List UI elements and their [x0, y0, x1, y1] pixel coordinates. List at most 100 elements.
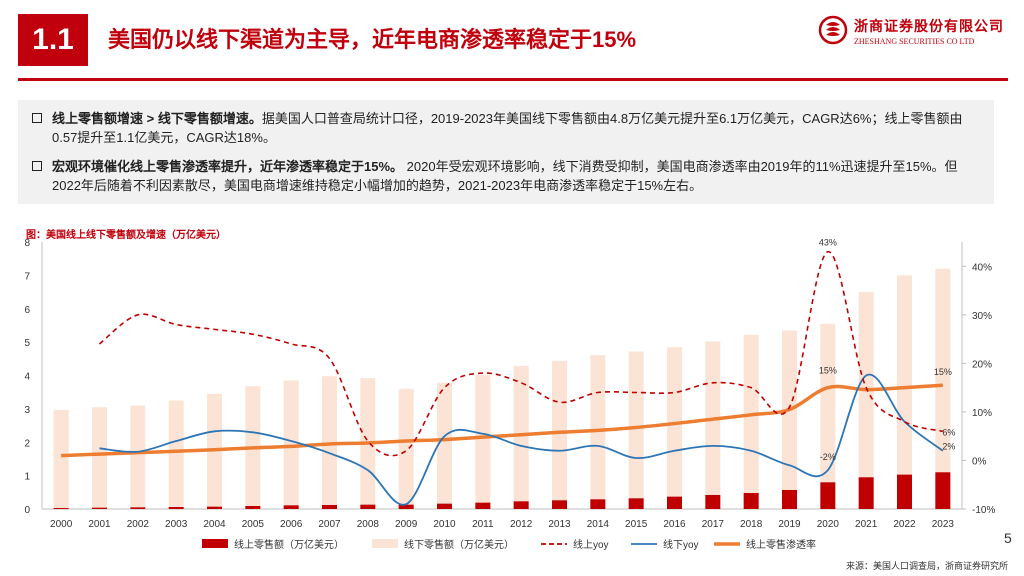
x-tick-label: 2012: [510, 519, 533, 530]
offline-sales-bar: [53, 409, 69, 509]
offline-sales-bar: [820, 323, 836, 509]
x-tick-label: 2021: [855, 519, 878, 530]
offline-sales-bar: [168, 400, 184, 509]
x-tick-label: 2008: [357, 519, 380, 530]
online-sales-bar: [705, 494, 721, 509]
offline-sales-bar: [92, 407, 107, 509]
data-label: 2%: [942, 442, 955, 452]
offline-sales-bar: [743, 334, 759, 509]
online-sales-bar: [667, 496, 682, 509]
x-tick-label: 2001: [88, 519, 111, 530]
online-sales-bar: [207, 506, 222, 509]
offline-sales-bar: [475, 375, 491, 509]
y-tick-label-left: 1: [24, 472, 30, 483]
legend-label: 线下零售额（万亿美元）: [404, 538, 514, 551]
x-tick-label: 2018: [740, 519, 763, 530]
x-tick-label: 2002: [127, 519, 150, 530]
bullet-text: 2020年受宏观环境影响，线下消费受抑制，美国电商渗透率由2019年的11%迅速…: [52, 159, 958, 193]
legend-label: 线上零售渗透率: [746, 538, 816, 551]
offline-sales-bar: [705, 341, 721, 509]
offline-sales-bar: [858, 292, 874, 509]
x-tick-label: 2011: [472, 519, 494, 530]
company-logo: 浙商证券股份有限公司 ZHESHANG SECURITIES CO LTD: [818, 14, 1008, 54]
legend-label: 线下yoy: [663, 538, 699, 551]
page-number: 5: [1004, 530, 1012, 546]
online-sales-bar: [398, 504, 414, 509]
data-label: 15%: [819, 366, 837, 376]
x-tick-label: 2015: [625, 519, 648, 530]
bullet-square-icon: [32, 113, 42, 123]
x-tick-label: 2006: [280, 519, 303, 530]
online-sales-bar: [245, 505, 261, 509]
x-tick-label: 2014: [587, 519, 610, 530]
y-tick-label-left: 5: [24, 338, 30, 349]
bullet-text: 据美国人口普查局统计口径，2019-2023年美国线下零售额由4.8万亿美元提升…: [52, 111, 963, 145]
x-tick-label: 2000: [50, 519, 73, 530]
offline-sales-bar: [782, 330, 797, 509]
x-tick-label: 2017: [702, 519, 725, 530]
offline-sales-bar: [628, 351, 644, 509]
data-label: 6%: [942, 427, 955, 437]
y-tick-label-right: 10%: [972, 408, 992, 419]
legend-label: 线上零售额（万亿美元）: [234, 538, 344, 551]
y-tick-label-left: 2: [24, 438, 30, 449]
legend-label: 线上yoy: [573, 538, 609, 551]
online-sales-bar: [513, 501, 529, 509]
bullet-point: 线上零售额增速 > 线下零售额增速。据美国人口普查局统计口径，2019-2023…: [32, 109, 984, 147]
online-yoy-line: [99, 250, 944, 457]
x-tick-label: 2010: [433, 519, 456, 530]
offline-sales-bar: [552, 360, 567, 509]
x-tick-label: 2003: [165, 519, 188, 530]
y-tick-label-left: 8: [24, 238, 30, 249]
online-sales-bar: [130, 507, 146, 509]
penetration-rate-line: [61, 383, 943, 458]
online-sales-bar: [360, 504, 376, 509]
online-sales-bar: [53, 507, 69, 509]
bullet-heading: 线上零售额增速 > 线下零售额增速。: [52, 111, 262, 126]
y-tick-label-right: 30%: [972, 311, 992, 322]
x-tick-label: 2022: [893, 519, 916, 530]
offline-sales-bar: [667, 347, 682, 509]
header-divider: [18, 78, 1008, 81]
data-label: 15%: [934, 367, 952, 377]
summary-box: [18, 100, 994, 204]
data-label: -2%: [820, 452, 836, 462]
y-tick-label-left: 0: [24, 505, 30, 516]
offline-yoy-line: [99, 373, 944, 506]
online-sales-bar: [858, 477, 874, 509]
legend-swatch: [372, 539, 398, 548]
retail-chart: 0 1 2 3 4 5 6 7 8 -10% 0% 10% 20% 30% 40% 2000 2001 2002 2…: [24, 238, 995, 551]
chart-title: 图：美国线上线下零售额及增速（万亿美元）: [26, 230, 226, 241]
bullet-point: 宏观环境催化线上零售渗透率提升，近年渗透率稳定于15%。 2020年受宏观环境影…: [32, 157, 984, 195]
data-label: 43%: [819, 238, 837, 248]
offline-sales-bar: [398, 388, 414, 509]
y-tick-label-right: 40%: [972, 262, 992, 273]
y-tick-label-right: -10%: [972, 505, 995, 516]
x-tick-label: 2004: [203, 519, 226, 530]
y-tick-label-left: 6: [24, 305, 30, 316]
online-sales-bar: [552, 500, 567, 509]
online-sales-bar: [475, 502, 491, 509]
online-sales-bar: [628, 498, 644, 509]
legend-swatch: [202, 539, 228, 548]
logo-emblem-icon: [818, 15, 848, 45]
online-sales-bar: [782, 489, 797, 509]
online-sales-bar: [92, 507, 107, 509]
source-note: 来源：美国人口调查局，浙商证券研究所: [846, 561, 1009, 571]
bullet-heading: 宏观环境催化线上零售渗透率提升，近年渗透率稳定于15%。: [52, 159, 404, 174]
online-sales-bar: [168, 506, 184, 509]
online-sales-bar: [820, 482, 836, 509]
y-tick-label-left: 3: [24, 405, 30, 416]
y-tick-label-right: 20%: [972, 359, 992, 370]
y-tick-label-right: 0%: [972, 456, 987, 467]
logo-chinese-name: 浙商证券股份有限公司: [854, 18, 1004, 34]
x-tick-label: 2005: [242, 519, 265, 530]
x-tick-label: 2007: [318, 519, 341, 530]
offline-sales-bar: [513, 365, 529, 509]
online-sales-bar: [743, 492, 759, 509]
x-tick-label: 2013: [548, 519, 571, 530]
offline-sales-bar: [897, 275, 912, 509]
online-sales-bar: [283, 505, 299, 509]
online-sales-bar: [935, 472, 951, 509]
x-tick-label: 2016: [663, 519, 686, 530]
